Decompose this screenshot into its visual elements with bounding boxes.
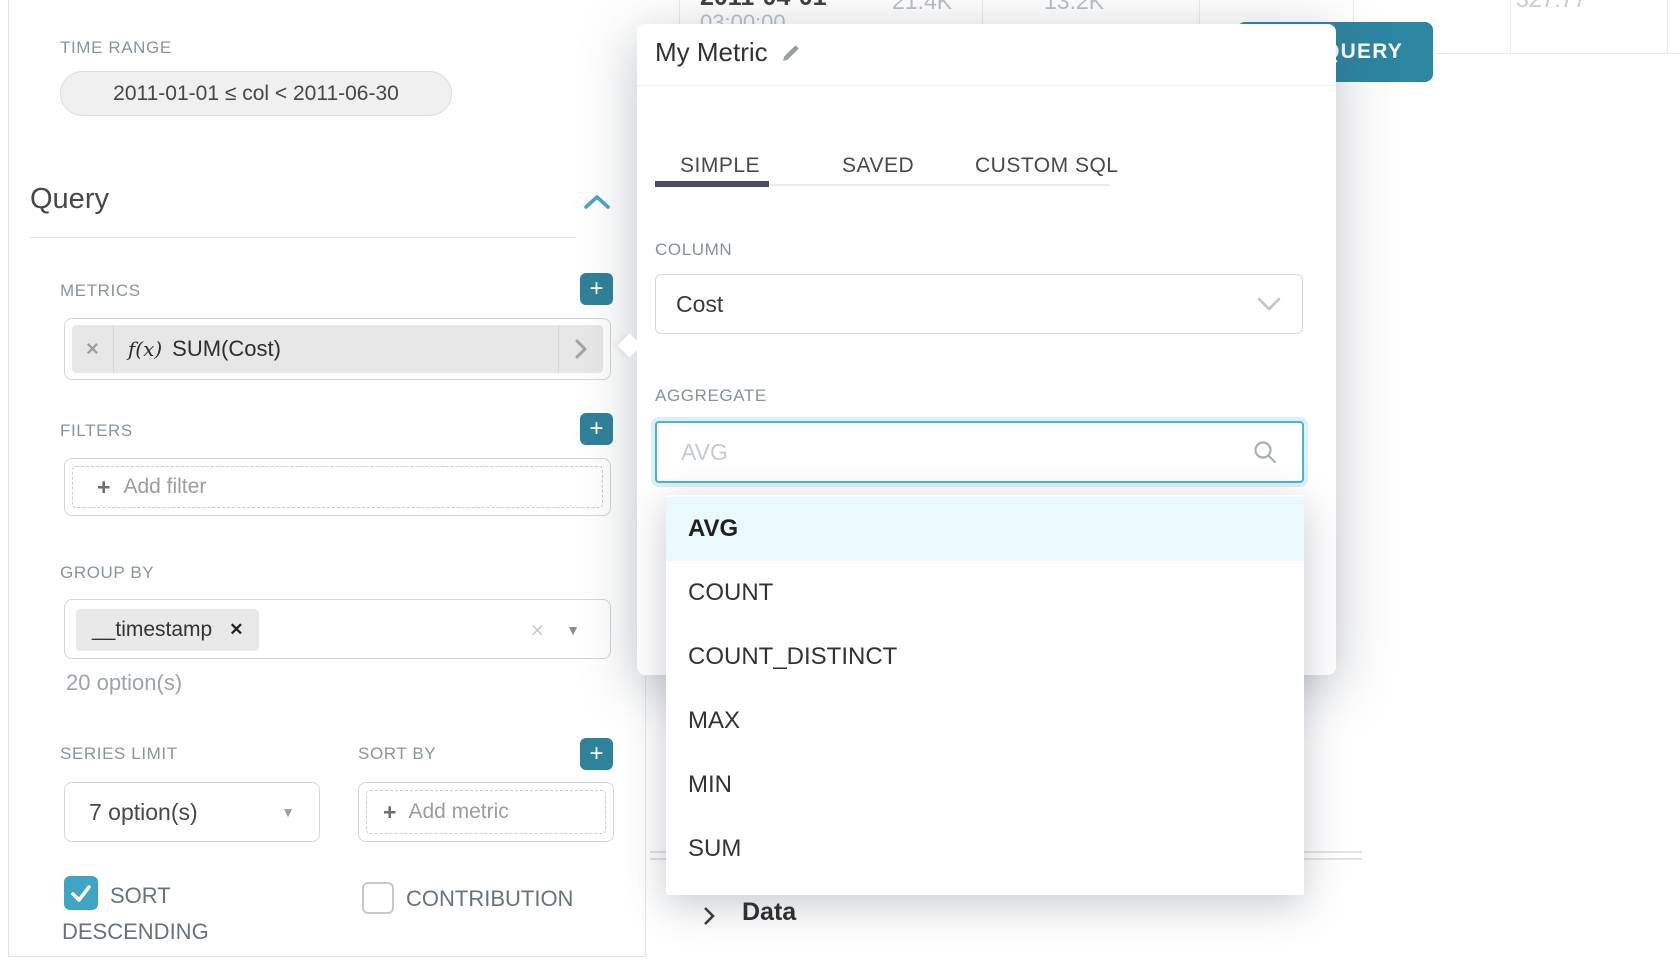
sort-by-label: SORT BY [358,744,437,763]
sort-descending-label[interactable]: SORT DESCENDING [62,883,209,944]
time-range-label: TIME RANGE [60,38,172,57]
query-section-title: Query [30,183,109,215]
time-range-pill[interactable]: 2011-01-01 ≤ col < 2011-06-30 [60,71,452,116]
group-by-select[interactable]: __timestamp ✕ × ▼ [64,599,611,659]
table-gridline [1667,0,1668,53]
series-limit-select[interactable]: 7 option(s) ▼ [64,782,320,842]
panel-border [8,956,645,957]
aggregate-option-count[interactable]: COUNT [688,579,774,606]
active-tab-indicator [655,181,769,187]
plus-icon: + [383,798,397,825]
add-sort-metric-button[interactable]: + [580,738,613,770]
aggregate-option-sum[interactable]: SUM [688,835,742,862]
add-filter-dropzone[interactable]: + Add filter [72,466,603,508]
aggregate-input[interactable]: AVG [655,421,1304,483]
group-by-tag-label: __timestamp [92,618,213,641]
table-cell-value: 21.4K [892,0,953,14]
table-cell-value: 13.2K [1044,0,1105,14]
data-panel-title[interactable]: Data [742,898,797,926]
series-limit-label: SERIES LIMIT [60,744,178,763]
group-by-label: GROUP BY [60,563,155,582]
pill-divider [558,325,559,373]
check-icon [71,885,91,902]
remove-metric-icon[interactable]: × [86,336,99,361]
contribution-checkbox[interactable] [362,882,394,914]
pill-divider [112,325,114,373]
column-select[interactable]: Cost [655,274,1303,334]
sort-by-control: + Add metric [358,782,614,842]
aggregate-option-count-distinct[interactable]: COUNT_DISTINCT [688,643,898,670]
table-gridline [1435,53,1680,54]
metrics-label: METRICS [60,281,141,300]
panel-border [8,0,9,957]
metric-pill[interactable]: × f(x) SUM(Cost) [72,325,603,373]
filters-control: + Add filter [64,458,611,516]
add-filter-button[interactable]: + [580,413,613,445]
caret-down-icon: ▼ [281,804,295,820]
table-gridline [1510,0,1511,53]
popover-title: My Metric [655,37,768,67]
table-gridline [982,0,983,24]
data-panel-chevron-icon[interactable] [701,905,717,927]
aggregate-option-min[interactable]: MIN [688,771,732,798]
aggregate-option-avg[interactable]: AVG [666,497,1304,561]
add-metric-placeholder: Add metric [408,800,509,823]
column-value: Cost [676,290,724,317]
filters-label: FILTERS [60,421,133,440]
plus-icon: + [589,415,604,442]
aggregate-options-dropdown: AVG COUNT COUNT_DISTINCT MAX MIN SUM [666,495,1304,895]
aggregate-label: AGGREGATE [655,386,767,405]
aggregate-placeholder: AVG [681,438,728,465]
aggregate-option-max[interactable]: MAX [688,707,741,734]
chevron-down-icon [1256,296,1282,312]
tab-custom-sql[interactable]: CUSTOM SQL [975,154,1119,177]
plus-icon: + [589,740,604,767]
edit-title-icon[interactable] [780,42,802,64]
plus-icon: + [589,275,604,302]
table-cell-date: 2011-04-01 [700,0,827,12]
metric-name: SUM(Cost) [172,336,281,361]
tab-simple[interactable]: SIMPLE [680,154,761,177]
popover-header-divider [637,85,1336,86]
series-limit-value: 7 option(s) [89,798,198,825]
table-gridline [679,0,680,24]
contribution-label[interactable]: CONTRIBUTION [406,886,574,911]
table-gridline [1353,0,1354,22]
sort-descending-checkbox[interactable] [64,876,98,910]
add-sort-metric-dropzone[interactable]: + Add metric [366,790,606,834]
chevron-right-icon[interactable] [559,338,603,360]
group-by-tag[interactable]: __timestamp ✕ [76,609,260,651]
function-icon: f(x) [127,337,163,361]
add-metric-button[interactable]: + [580,273,613,305]
clear-select-icon[interactable]: × [530,617,544,643]
caret-down-icon[interactable]: ▼ [566,622,580,638]
tab-bar-line [655,184,1110,186]
collapse-section-icon[interactable] [583,192,611,212]
search-icon [1252,439,1278,465]
group-by-options-hint: 20 option(s) [66,670,183,695]
tab-saved[interactable]: SAVED [842,154,915,177]
plus-icon: + [97,473,111,500]
column-label: COLUMN [655,240,733,259]
panel-divider [645,676,646,957]
table-gridline [1199,0,1200,24]
add-filter-placeholder: Add filter [123,475,207,498]
metrics-control: × f(x) SUM(Cost) [64,318,611,380]
remove-tag-icon[interactable]: ✕ [229,620,244,639]
section-divider [30,237,576,238]
table-cell-value: 327.77 [1516,0,1586,13]
